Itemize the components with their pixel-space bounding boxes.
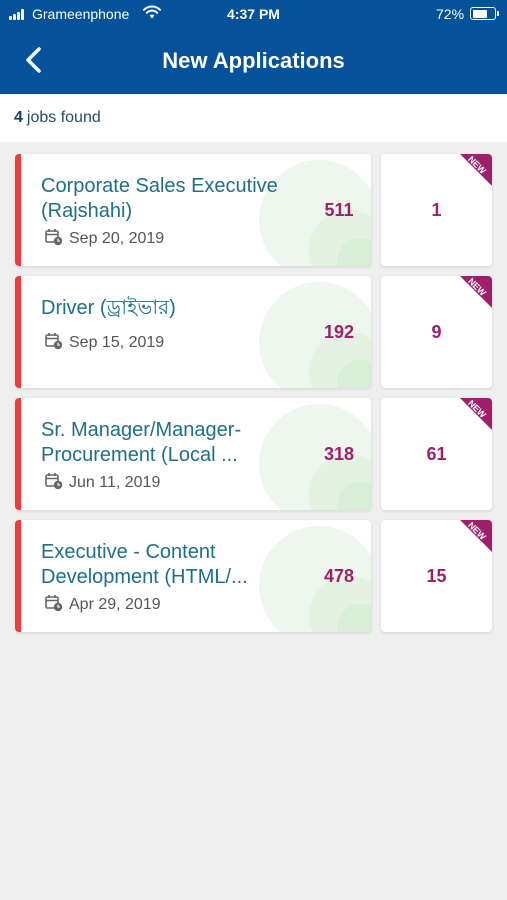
job-date-text: Jun 11, 2019	[69, 474, 161, 491]
job-row: Corporate Sales Executive (Rajshahi) Sep…	[15, 154, 492, 266]
new-applicants-card[interactable]: 15 NEW	[381, 520, 492, 632]
job-title: Driver (ড্রাইভার)	[41, 297, 176, 319]
battery-icon	[470, 7, 499, 20]
jobs-count: 4	[14, 109, 23, 126]
job-title: Executive - Content Development (HTML/..…	[41, 541, 248, 588]
new-applicants-card[interactable]: 61 NEW	[381, 398, 492, 510]
job-row: Driver (ড্রাইভার) Sep 15, 2019 192 9 NEW	[15, 276, 492, 388]
battery-percent: 72%	[436, 6, 465, 22]
new-applicants-card[interactable]: 1 NEW	[381, 154, 492, 266]
calendar-clock-icon	[45, 333, 63, 350]
job-card[interactable]: Driver (ড্রাইভার) Sep 15, 2019 192	[15, 276, 371, 388]
job-date-text: Sep 20, 2019	[69, 230, 165, 247]
job-row: Executive - Content Development (HTML/..…	[15, 520, 492, 632]
job-row: Sr. Manager/Manager-Procurement (Local .…	[15, 398, 492, 510]
job-date-text: Sep 15, 2019	[69, 334, 165, 351]
calendar-clock-icon	[45, 229, 63, 246]
applicant-count: 318	[323, 444, 355, 464]
page-title: New Applications	[162, 48, 345, 73]
calendar-clock-icon	[45, 473, 63, 490]
job-card[interactable]: Executive - Content Development (HTML/..…	[15, 520, 371, 632]
job-date-text: Apr 29, 2019	[69, 596, 161, 613]
carrier-name: Grameenphone	[32, 6, 130, 22]
new-applicant-count: 15	[426, 566, 447, 586]
job-date: Apr 29, 2019	[45, 594, 161, 614]
job-date: Sep 15, 2019	[45, 332, 164, 352]
applicant-count: 511	[324, 200, 354, 220]
new-ribbon	[460, 520, 492, 552]
jobs-found-summary: 4 jobs found	[0, 94, 507, 142]
job-date: Jun 11, 2019	[45, 472, 160, 492]
status-bar: Grameenphone 4:37 PM 72%	[0, 0, 507, 28]
job-title: Corporate Sales Executive (Rajshahi)	[41, 175, 278, 222]
new-applicants-card[interactable]: 9 NEW	[381, 276, 492, 388]
new-ribbon	[460, 276, 492, 308]
new-applicant-count: 61	[426, 444, 447, 464]
job-card[interactable]: Corporate Sales Executive (Rajshahi) Sep…	[15, 154, 371, 266]
job-title: Sr. Manager/Manager-Procurement (Local .…	[41, 419, 242, 466]
job-date: Sep 20, 2019	[45, 228, 164, 248]
new-applicant-count: 1	[431, 200, 442, 220]
job-card[interactable]: Sr. Manager/Manager-Procurement (Local .…	[15, 398, 371, 510]
calendar-clock-icon	[45, 595, 63, 612]
applicant-count: 478	[323, 566, 355, 586]
new-applicant-count: 9	[431, 322, 442, 342]
signal-icon	[9, 9, 27, 20]
nav-bar: New Applications	[0, 28, 507, 94]
app-header: Grameenphone 4:37 PM 72% New Application…	[0, 0, 507, 94]
clock: 4:37 PM	[227, 6, 280, 22]
applicant-count: 192	[323, 322, 355, 342]
back-button[interactable]	[16, 42, 52, 78]
new-ribbon	[460, 154, 492, 186]
wifi-icon	[143, 5, 161, 19]
jobs-found-label: jobs found	[26, 109, 101, 126]
new-ribbon	[460, 398, 492, 430]
chevron-left-icon	[26, 47, 41, 73]
